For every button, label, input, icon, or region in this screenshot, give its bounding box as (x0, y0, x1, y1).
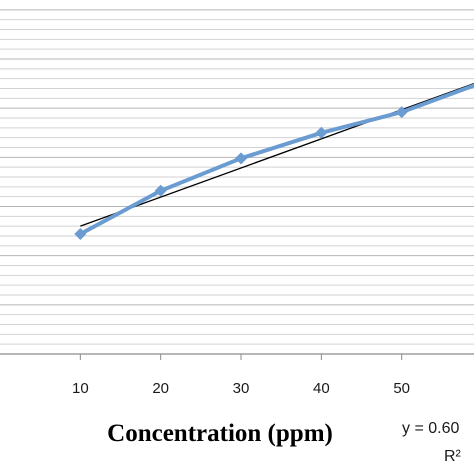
x-tick-label: 10 (72, 380, 89, 397)
x-tick-label: 30 (233, 380, 250, 397)
series-layer (74, 83, 474, 241)
x-tick-label: 40 (313, 380, 330, 397)
r-squared-label: R² (444, 448, 462, 465)
data-point-marker (315, 126, 328, 139)
x-axis (0, 353, 474, 360)
series-line (78, 83, 474, 236)
x-tick-label: 50 (393, 380, 410, 397)
trendline (80, 82, 474, 227)
data-point-marker (235, 152, 248, 165)
trendline-layer (80, 82, 474, 227)
data-point-marker (154, 184, 167, 197)
x-tick-labels: 10 20 30 40 50 (72, 380, 410, 397)
x-tick-label: 20 (152, 380, 169, 397)
gridlines (0, 9, 474, 345)
data-point-marker (395, 106, 408, 119)
trendline-equation: y = 0.60 (402, 420, 459, 437)
x-axis-title: Concentration (ppm) (107, 420, 333, 447)
data-point-marker (74, 228, 87, 241)
